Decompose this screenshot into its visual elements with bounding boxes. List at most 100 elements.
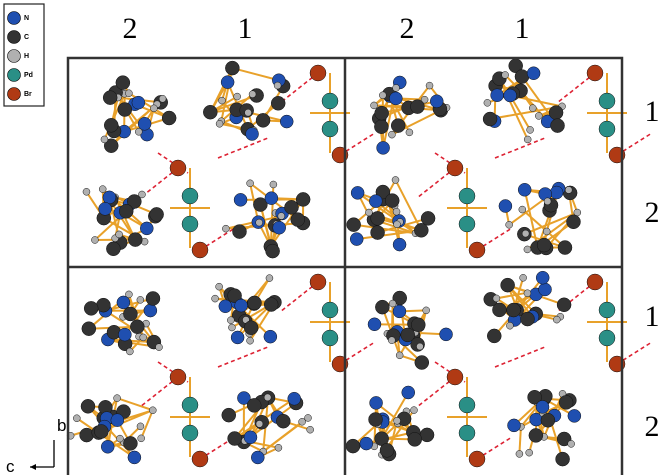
atom — [266, 275, 273, 282]
atom — [440, 328, 453, 341]
atom — [101, 440, 114, 453]
atom — [125, 90, 132, 97]
atom — [369, 412, 383, 426]
atom — [156, 344, 163, 351]
atom — [247, 296, 261, 310]
atom — [524, 136, 531, 143]
atom — [265, 192, 278, 205]
atom — [103, 91, 117, 105]
atom — [114, 395, 121, 402]
atom — [275, 444, 282, 451]
atom — [527, 126, 534, 133]
atom — [116, 76, 130, 90]
atom — [310, 65, 326, 81]
atom — [393, 84, 400, 91]
atom — [231, 331, 244, 344]
atom — [374, 120, 388, 134]
atom — [159, 95, 166, 102]
atom — [150, 207, 164, 221]
atom — [118, 328, 131, 341]
atom — [396, 352, 403, 359]
atom — [111, 414, 124, 427]
atom — [410, 100, 424, 114]
atom — [550, 186, 563, 199]
atom — [393, 208, 400, 215]
atom — [551, 119, 565, 133]
atom — [544, 198, 551, 205]
atom — [379, 92, 386, 99]
atom — [539, 283, 552, 296]
legend-swatch — [8, 31, 21, 44]
atom — [249, 91, 256, 98]
atom — [219, 300, 232, 313]
atom — [535, 112, 542, 119]
atom — [104, 118, 118, 132]
atom — [459, 216, 475, 232]
atom — [130, 320, 144, 334]
atom — [123, 436, 137, 450]
atom — [291, 213, 305, 227]
atom — [502, 71, 509, 78]
atom — [264, 330, 277, 343]
atom — [506, 221, 513, 228]
atom — [389, 92, 402, 105]
atom — [558, 241, 572, 255]
atom — [119, 204, 133, 218]
atom — [244, 321, 258, 335]
atom — [280, 115, 293, 128]
atom — [394, 417, 401, 424]
atom — [346, 439, 360, 453]
atom — [266, 244, 280, 258]
atom — [218, 97, 225, 104]
atom — [144, 304, 157, 317]
atom — [284, 200, 298, 214]
atom — [116, 231, 123, 238]
atom — [393, 221, 400, 228]
atom — [410, 407, 417, 414]
contact — [218, 138, 268, 158]
atom — [549, 106, 563, 120]
atom — [106, 242, 120, 256]
atom — [516, 450, 523, 457]
legend-swatch — [8, 88, 21, 101]
atom — [529, 428, 543, 442]
row-label: 1 — [645, 300, 660, 333]
atom — [541, 413, 555, 427]
atom — [416, 343, 423, 350]
atom — [430, 95, 443, 108]
atom — [391, 119, 405, 133]
atom — [128, 233, 142, 247]
legend-label: H — [24, 53, 29, 60]
bond — [357, 230, 422, 239]
atom — [81, 399, 95, 413]
atom — [150, 105, 157, 112]
atom — [228, 324, 235, 331]
atom — [146, 291, 160, 305]
atom — [414, 223, 428, 237]
atom — [504, 89, 517, 102]
legend-label: N — [24, 15, 29, 22]
atom — [235, 299, 248, 312]
contact — [495, 347, 545, 367]
atom — [296, 192, 310, 206]
atom — [392, 176, 399, 183]
atom — [227, 317, 234, 324]
atom — [256, 113, 270, 127]
atom — [388, 337, 395, 344]
atom — [377, 141, 390, 154]
atom — [520, 274, 527, 281]
atom — [247, 337, 254, 344]
atom — [459, 397, 475, 413]
column-label: 1 — [515, 12, 530, 45]
atom — [322, 93, 338, 109]
atom — [491, 89, 504, 102]
row-label: 1 — [645, 95, 660, 128]
atom — [393, 238, 406, 251]
atom — [94, 424, 108, 438]
atom — [251, 451, 264, 464]
atom — [459, 425, 475, 441]
atom — [469, 451, 485, 467]
atom — [128, 451, 141, 464]
atom — [553, 316, 560, 323]
